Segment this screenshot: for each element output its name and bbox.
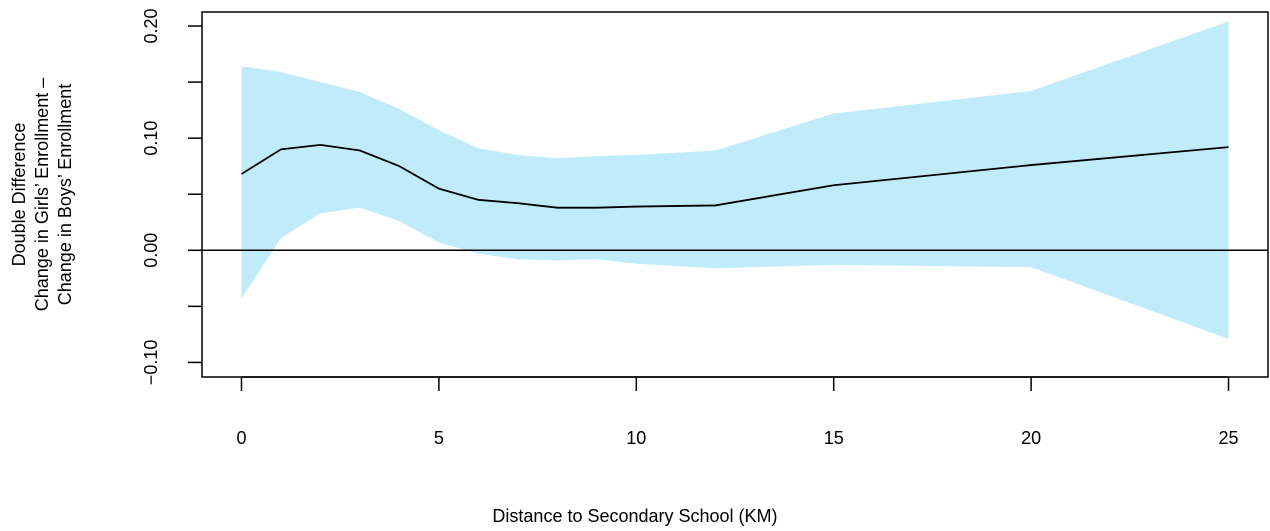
y-tick-label: 0.10 xyxy=(141,121,161,156)
y-tick-label: −0.10 xyxy=(141,340,161,386)
x-tick-label: 15 xyxy=(824,428,844,448)
y-tick-label: 0.00 xyxy=(141,233,161,268)
x-tick-label: 20 xyxy=(1021,428,1041,448)
line xyxy=(241,143,1229,209)
x-tick-label: 0 xyxy=(236,428,246,448)
confidence-band xyxy=(241,21,1229,339)
x-tick-label: 25 xyxy=(1219,428,1239,448)
y-axis-label: Change in Girls’ Enrollment – xyxy=(32,78,52,311)
x-tick-label: 5 xyxy=(434,428,444,448)
y-tick-label: 0.20 xyxy=(141,8,161,43)
x-tick-label: 10 xyxy=(626,428,646,448)
y-axis-label: Double Difference xyxy=(9,123,29,267)
x-axis-label: Distance to Secondary School (KM) xyxy=(492,506,777,526)
y-axis-label: Change in Boys’ Enrollment xyxy=(55,84,75,305)
